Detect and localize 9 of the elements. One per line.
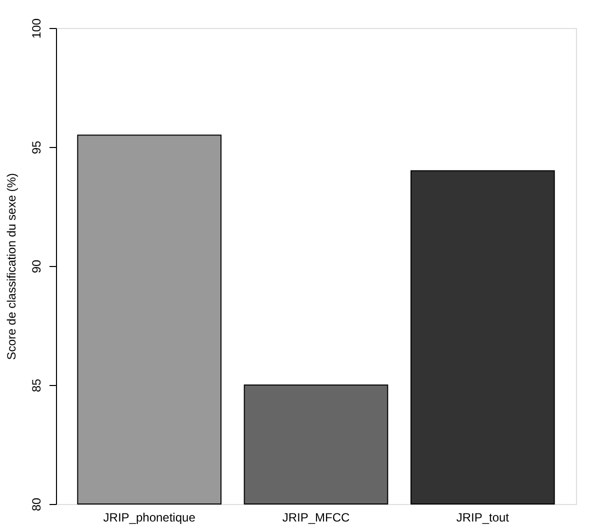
y-tick-label: 90 bbox=[30, 260, 44, 274]
y-tick-label: 85 bbox=[30, 378, 44, 392]
x-tick-label: JRIP_tout bbox=[456, 510, 510, 524]
y-tick-label: 100 bbox=[30, 18, 44, 39]
x-tick-label: JRIP_phonetique bbox=[103, 510, 196, 524]
x-tick-label: JRIP_MFCC bbox=[282, 510, 350, 524]
y-axis-title: Score de classification du sexe (%) bbox=[4, 173, 18, 360]
y-tick-label: 80 bbox=[30, 498, 44, 512]
y-tick-label: 95 bbox=[30, 140, 44, 154]
